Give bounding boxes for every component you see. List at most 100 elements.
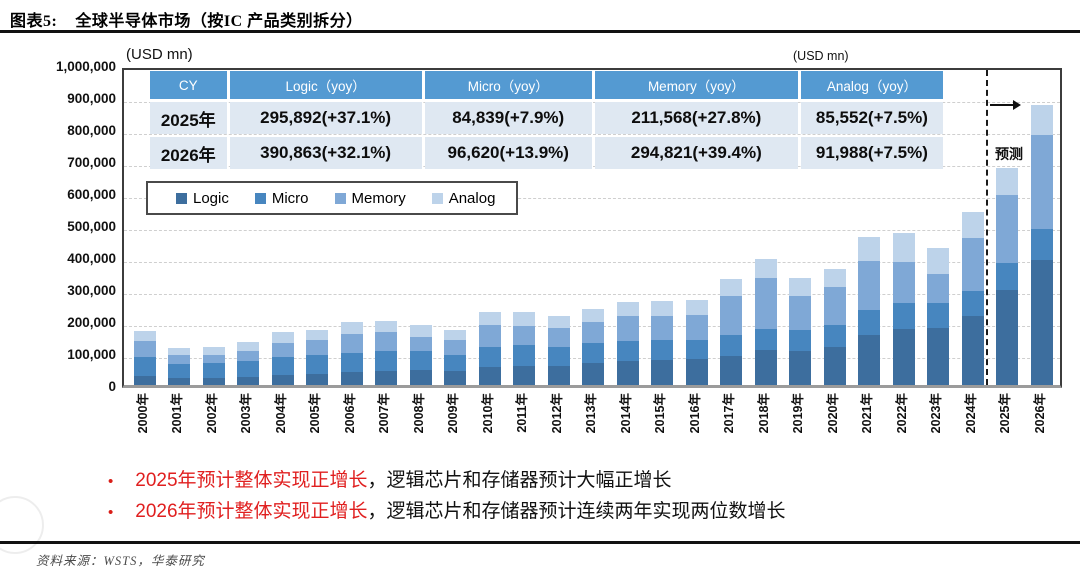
bar-segment-memory-2025年 bbox=[996, 195, 1018, 264]
legend-swatch-icon bbox=[254, 192, 266, 204]
legend-label: Analog bbox=[448, 189, 496, 207]
bar-segment-micro-2021年 bbox=[858, 309, 880, 336]
bar-segment-micro-2002年 bbox=[202, 363, 225, 378]
y-tick-label: 700,000 bbox=[67, 155, 116, 170]
bar-segment-logic-2014年 bbox=[616, 361, 639, 385]
bar-segment-memory-2008年 bbox=[409, 336, 432, 352]
bar-segment-logic-2013年 bbox=[582, 362, 604, 385]
bullet-dot-icon: • bbox=[108, 473, 114, 490]
legend-item-logic: Logic bbox=[176, 190, 229, 207]
x-tick-label: 2010年 bbox=[480, 393, 495, 434]
figure-title-text: 全球半导体市场（按IC 产品类别拆分） bbox=[75, 13, 363, 30]
table-cell: 295,892(+37.1%) bbox=[229, 102, 422, 134]
bar-segment-micro-2001年 bbox=[168, 363, 190, 378]
bar-segment-analog-2026年 bbox=[1030, 105, 1053, 135]
bar-segment-logic-2008年 bbox=[409, 369, 432, 385]
y-tick-label: 400,000 bbox=[67, 251, 116, 266]
bar-segment-logic-2024年 bbox=[961, 315, 984, 385]
bar-segment-micro-2012年 bbox=[547, 346, 570, 367]
bar-segment-analog-2011年 bbox=[513, 312, 535, 327]
bar-segment-micro-2000年 bbox=[133, 356, 156, 376]
legend-swatch-icon bbox=[334, 192, 346, 204]
bullet-line: • 2025年预计整体实现正增长 ，逻辑芯片和存储器预计大幅正增长 bbox=[108, 468, 786, 495]
bar-segment-logic-2000年 bbox=[133, 375, 156, 385]
bullet-dot-icon: • bbox=[108, 504, 114, 521]
bar-segment-logic-2005年 bbox=[306, 373, 328, 385]
bar-segment-memory-2021年 bbox=[858, 260, 880, 310]
y-tick-label: 100,000 bbox=[67, 347, 116, 362]
bar-segment-memory-2000年 bbox=[133, 341, 156, 357]
bar-segment-analog-2021年 bbox=[858, 236, 880, 261]
x-tick-label: 2014年 bbox=[618, 393, 633, 434]
bar-segment-micro-2010年 bbox=[478, 347, 501, 368]
table-cell: 85,552(+7.5%) bbox=[800, 102, 943, 134]
forecast-divider-line bbox=[986, 70, 988, 385]
bar-segment-micro-2016年 bbox=[685, 339, 708, 359]
gridline bbox=[124, 166, 1060, 167]
forecast-label: 预测 bbox=[995, 146, 1023, 162]
x-tick-label: 2001年 bbox=[170, 393, 184, 434]
bullet-text: ，逻辑芯片和存储器预计大幅正增长 bbox=[367, 470, 672, 491]
bar-segment-memory-2002年 bbox=[202, 354, 225, 364]
bar-segment-micro-2014年 bbox=[616, 341, 639, 361]
x-tick-label: 2025年 bbox=[998, 393, 1012, 434]
legend-label: Micro bbox=[271, 189, 309, 207]
table-cell: Logic（yoy） bbox=[229, 71, 422, 99]
x-tick-label: 2016年 bbox=[687, 393, 702, 434]
bar-segment-micro-2007年 bbox=[375, 351, 397, 371]
bar-segment-micro-2009年 bbox=[444, 354, 466, 371]
x-tick-label: 2003年 bbox=[239, 393, 253, 434]
x-tick-label: 2022年 bbox=[894, 393, 909, 434]
bar-segment-analog-2015年 bbox=[651, 301, 673, 316]
bar-segment-micro-2008年 bbox=[409, 351, 432, 370]
bar-segment-logic-2020年 bbox=[823, 347, 846, 385]
bar-segment-micro-2003年 bbox=[237, 360, 259, 377]
bar-segment-micro-2019年 bbox=[789, 329, 811, 351]
bar-segment-logic-2016年 bbox=[685, 358, 708, 385]
x-tick-label: 2026年 bbox=[1032, 393, 1047, 434]
bar-segment-micro-2023年 bbox=[927, 303, 949, 328]
y-tick-label: 900,000 bbox=[67, 91, 116, 106]
bar-segment-logic-2011年 bbox=[513, 366, 535, 385]
bar-segment-logic-2025年 bbox=[996, 290, 1018, 385]
x-tick-label: 2008年 bbox=[411, 393, 426, 434]
bar-segment-analog-2009年 bbox=[444, 330, 466, 341]
gridline bbox=[124, 198, 1060, 199]
figure-title: 图表5: 全球半导体市场（按IC 产品类别拆分） bbox=[10, 7, 363, 31]
x-tick-label: 2002年 bbox=[204, 393, 219, 434]
forecast-arrow-icon bbox=[990, 100, 1021, 110]
bar-segment-memory-2004年 bbox=[271, 342, 294, 357]
bar-segment-micro-2018年 bbox=[754, 328, 777, 351]
bar-segment-micro-2025年 bbox=[996, 263, 1018, 291]
watermark-circle-icon bbox=[0, 496, 44, 554]
legend-label: Logic bbox=[193, 189, 229, 207]
table-cell: 2026年 bbox=[150, 137, 227, 169]
bar-segment-analog-2010年 bbox=[478, 311, 501, 326]
bar-segment-analog-2007年 bbox=[375, 320, 397, 333]
bar-segment-logic-2017年 bbox=[720, 355, 742, 385]
x-tick-label: 2013年 bbox=[584, 393, 598, 434]
figure-title-tag: 图表5: bbox=[10, 13, 58, 30]
bar-segment-logic-2012年 bbox=[547, 366, 570, 385]
table-row: 2026年 390,863(+32.1%) 96,620(+13.9%) 294,82… bbox=[150, 137, 943, 169]
bar-segment-analog-2008年 bbox=[409, 324, 432, 337]
bar-segment-analog-2018年 bbox=[754, 259, 777, 278]
title-divider bbox=[0, 30, 1080, 33]
yoy-data-table: CY Logic（yoy） Micro（yoy） Memory（yoy） Analog（… bbox=[150, 71, 943, 172]
bar-segment-analog-2012年 bbox=[547, 315, 570, 329]
commentary-bullets: • 2025年预计整体实现正增长 ，逻辑芯片和存储器预计大幅正增长 • 2026年预计整… bbox=[108, 468, 786, 530]
bar-segment-memory-2005年 bbox=[306, 339, 328, 356]
table-cell: 390,863(+32.1%) bbox=[229, 137, 422, 169]
bar-segment-memory-2013年 bbox=[582, 321, 604, 344]
bar-segment-memory-2006年 bbox=[340, 334, 363, 353]
secondary-unit-label: (USD mn) bbox=[793, 49, 849, 63]
bar-segment-memory-2020年 bbox=[823, 287, 846, 325]
x-tick-label: 2017年 bbox=[722, 393, 736, 434]
table-cell: Micro（yoy） bbox=[424, 71, 592, 99]
bar-segment-logic-2003年 bbox=[237, 376, 259, 385]
x-tick-label: 2018年 bbox=[756, 393, 771, 434]
bar-segment-analog-2019年 bbox=[789, 278, 811, 296]
bar-segment-memory-2012年 bbox=[547, 328, 570, 347]
bar-segment-memory-2001年 bbox=[168, 355, 190, 364]
bar-segment-logic-2001年 bbox=[168, 377, 190, 385]
